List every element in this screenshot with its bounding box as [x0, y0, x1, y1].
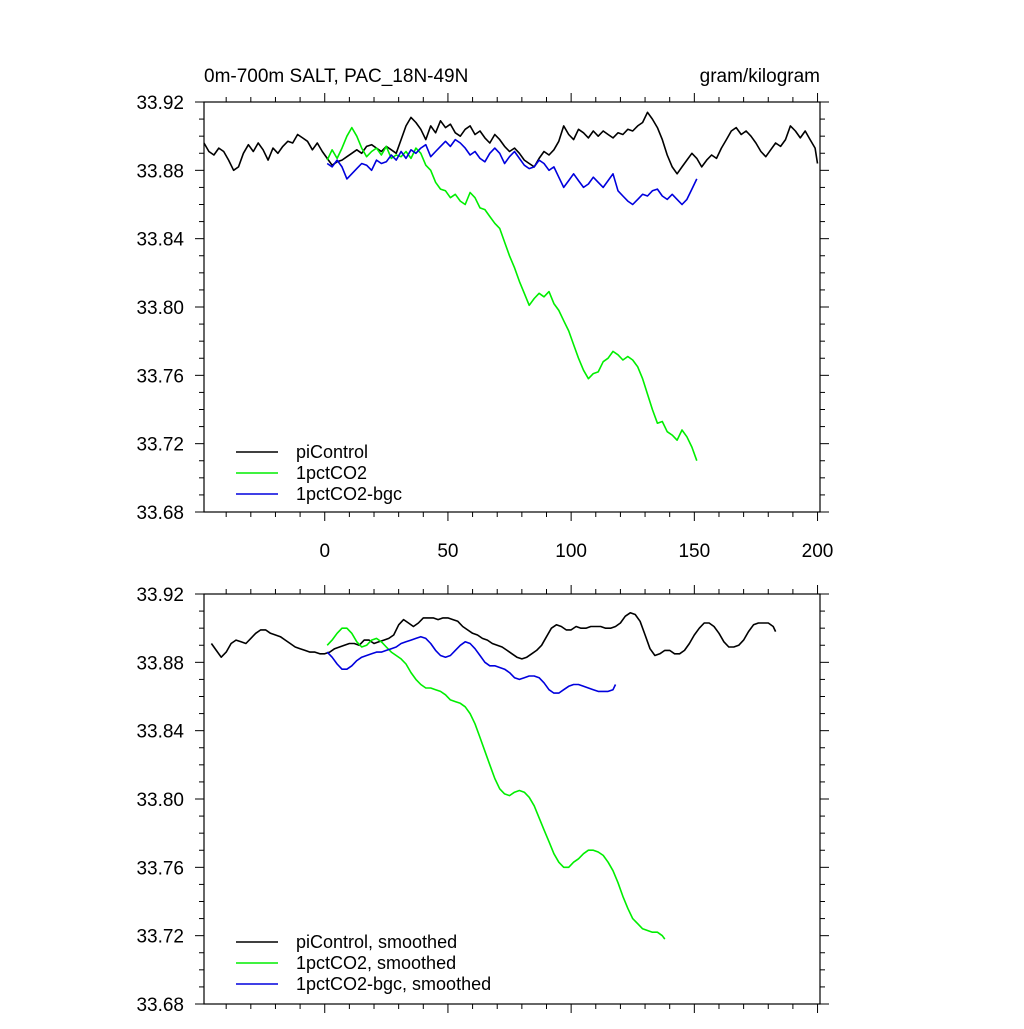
series-line-1	[210, 611, 777, 660]
y-tick-label: 33.68	[136, 503, 184, 524]
x-tick-label: 50	[437, 541, 458, 562]
legend-label: 1pctCO2	[296, 463, 367, 483]
legend-label: piControl	[296, 442, 368, 462]
y-tick-label: 33.84	[136, 230, 184, 251]
series-line-3	[326, 138, 698, 206]
y-tick-label: 33.80	[136, 790, 184, 811]
y-tick-label: 33.72	[136, 927, 184, 948]
legend-label: 1pctCO2, smoothed	[296, 953, 456, 973]
y-tick-label: 33.76	[136, 366, 184, 387]
units-label: gram/kilogram	[700, 66, 820, 87]
y-tick-label: 33.88	[136, 161, 184, 182]
y-tick-label: 33.92	[136, 585, 184, 606]
y-tick-label: 33.76	[136, 858, 184, 879]
y-tick-label: 33.68	[136, 995, 184, 1016]
series-line-1	[203, 111, 819, 175]
x-tick-label: 150	[678, 541, 710, 562]
series-line-2	[326, 126, 698, 461]
series-line-2	[326, 627, 666, 940]
bottom-panel-smoothed: 33.92 33.88 33.84 33.80 33.76 33.72 33.68 piCon…	[136, 585, 829, 1016]
legend-label: piControl, smoothed	[296, 932, 457, 952]
y-tick-label: 33.92	[136, 93, 184, 114]
x-tick-label: 200	[802, 541, 834, 562]
legend-label: 1pctCO2-bgc, smoothed	[296, 974, 491, 994]
y-tick-label: 33.88	[136, 653, 184, 674]
x-tick-label: 100	[555, 541, 587, 562]
x-tick-label: 0	[319, 541, 330, 562]
top-panel-raw: 33.92 33.88 33.84 33.80 33.76 33.72 33.68 0 50 10…	[136, 93, 833, 562]
y-tick-label: 33.84	[136, 722, 184, 743]
y-tick-label: 33.72	[136, 435, 184, 456]
chart-title: 0m-700m SALT, PAC_18N-49N	[204, 66, 468, 87]
legend-label: 1pctCO2-bgc	[296, 484, 402, 504]
y-tick-label: 33.80	[136, 298, 184, 319]
series-line-3	[326, 635, 617, 694]
